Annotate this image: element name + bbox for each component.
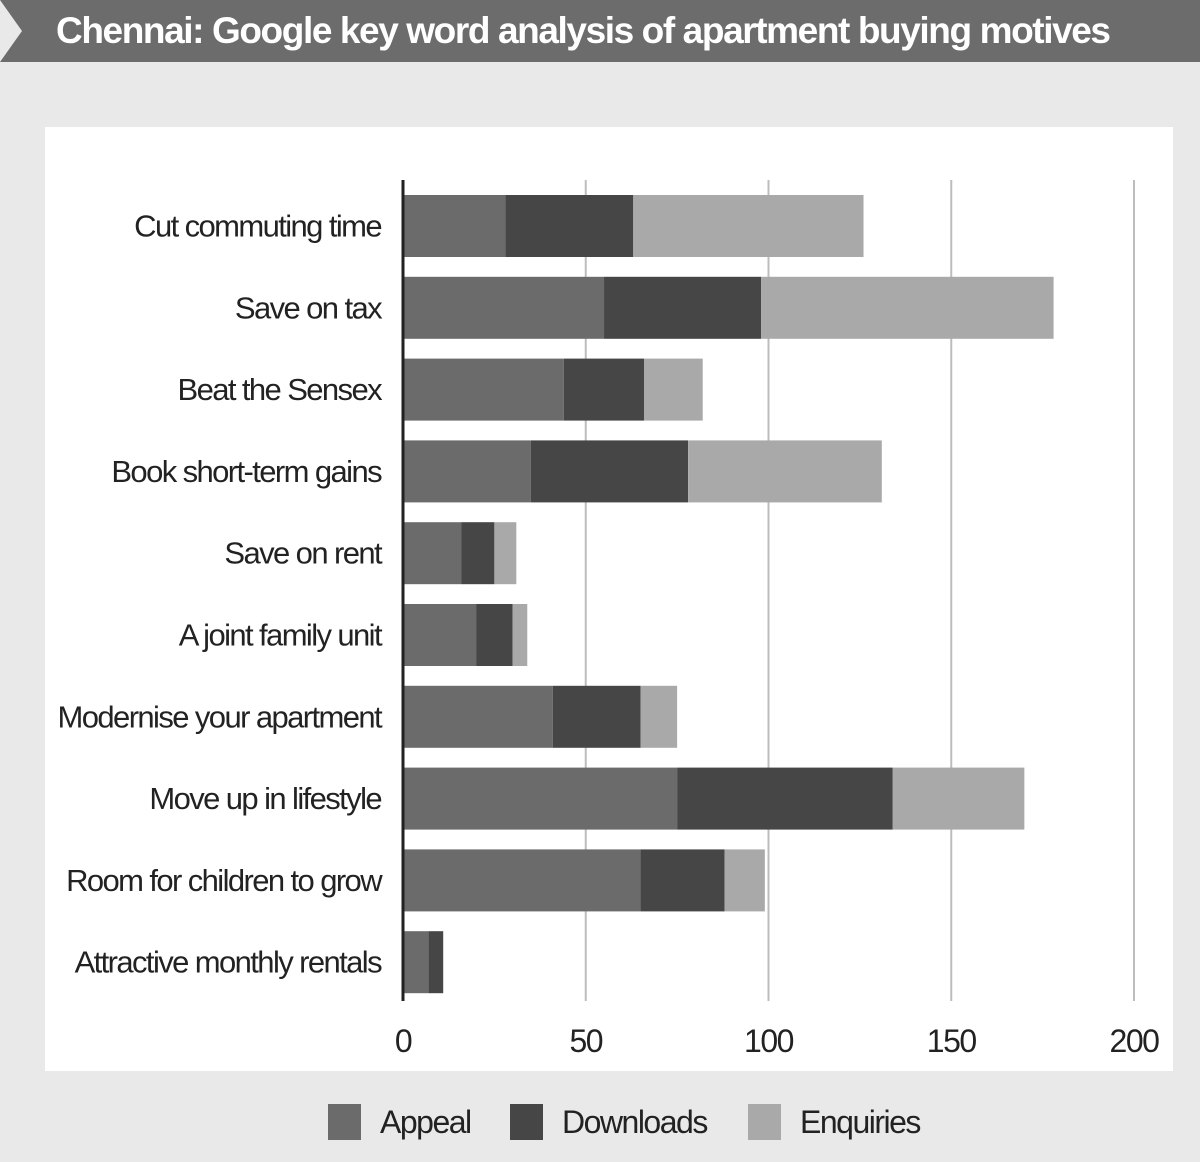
bar-segment-enquiries: [633, 195, 864, 257]
x-tick-label: 0: [395, 1023, 412, 1059]
category-label: A joint family unit: [179, 618, 383, 653]
legend-swatch-downloads: [510, 1104, 543, 1140]
x-tick-label: 50: [569, 1023, 602, 1059]
bar-segment-enquiries: [761, 276, 1054, 339]
bar-segment-downloads: [552, 685, 641, 748]
bar-segment-enquiries: [724, 849, 765, 912]
x-tick-label: 100: [744, 1023, 794, 1059]
bar-segment-appeal: [403, 522, 462, 585]
bar-segment-appeal: [403, 604, 477, 666]
bar-segment-enquiries: [494, 522, 517, 585]
title-banner: Chennai: Google key word analysis of apa…: [0, 0, 1200, 62]
bar-segment-downloads: [428, 931, 444, 994]
category-label: Save on tax: [235, 290, 383, 325]
plot-panel: Cut commuting time Save on tax Beat the Se…: [45, 127, 1173, 1071]
bar-segment-appeal: [403, 685, 553, 748]
legend-label-enquiries: Enquiries: [800, 1104, 921, 1140]
bar-segment-enquiries: [688, 440, 882, 503]
bar-segment-appeal: [403, 195, 506, 257]
category-label: Beat the Sensex: [178, 372, 384, 407]
bar-segment-downloads: [563, 358, 645, 421]
bar-segment-appeal: [403, 767, 678, 830]
bar-segment-appeal: [403, 276, 605, 339]
bar-segment-enquiries: [640, 685, 678, 748]
legend-swatch-appeal: [328, 1104, 361, 1140]
bar-segment-enquiries: [892, 767, 1025, 830]
bar-segment-downloads: [505, 195, 634, 257]
category-label: Modernise your apartment: [58, 699, 383, 734]
category-label: Attractive monthly rentals: [75, 945, 383, 980]
bar-segment-downloads: [640, 849, 725, 912]
x-tick-label: 150: [927, 1023, 977, 1059]
bar-segment-enquiries: [644, 358, 703, 421]
bar-segment-appeal: [403, 358, 564, 421]
bar-segment-enquiries: [512, 604, 528, 666]
bar-segment-downloads: [461, 522, 495, 585]
bar-segment-downloads: [530, 440, 689, 503]
category-label: Cut commuting time: [134, 209, 381, 244]
bar-segment-appeal: [403, 849, 641, 912]
category-label: Save on rent: [224, 536, 383, 571]
bar-segment-downloads: [677, 767, 893, 830]
bar-segment-appeal: [403, 440, 531, 503]
bar-segment-downloads: [476, 604, 513, 666]
stacked-bar-chart: Cut commuting time Save on tax Beat the Se…: [58, 180, 1161, 1059]
title-notch: [0, 0, 22, 62]
bar-segment-appeal: [403, 931, 429, 994]
category-label: Move up in lifestyle: [149, 781, 381, 816]
legend-swatch-enquiries: [748, 1104, 781, 1140]
x-tick-label: 200: [1110, 1023, 1160, 1059]
chart-title: Chennai: Google key word analysis of apa…: [56, 10, 1111, 51]
bar-segment-downloads: [604, 276, 762, 339]
legend-label-appeal: Appeal: [380, 1104, 472, 1140]
category-label: Room for children to grow: [66, 863, 383, 898]
legend: Appeal Downloads Enquiries: [0, 1094, 1200, 1150]
legend-label-downloads: Downloads: [562, 1104, 708, 1140]
category-label: Book short-term gains: [111, 454, 382, 489]
